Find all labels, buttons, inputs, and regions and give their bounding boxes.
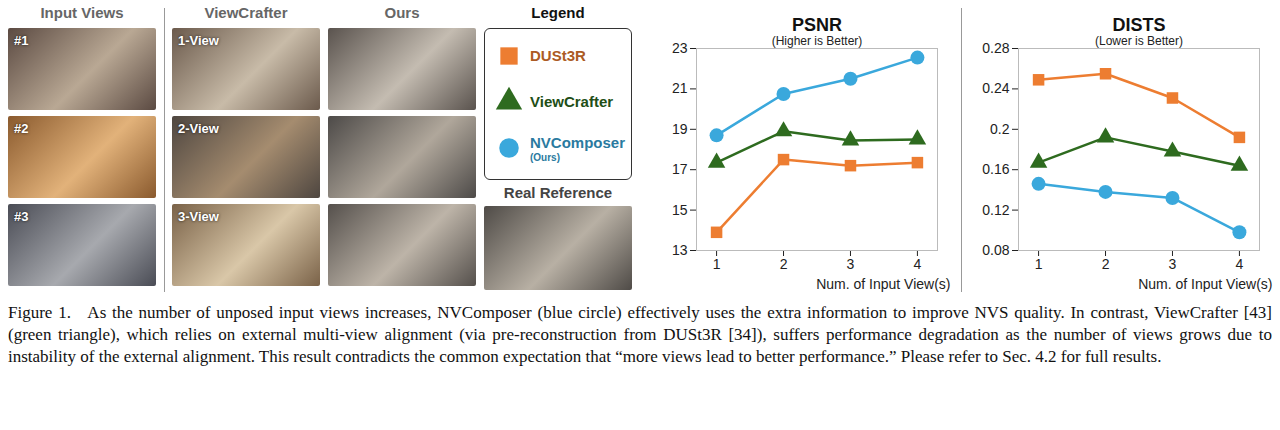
svg-text:3: 3 [1169, 256, 1177, 272]
svg-text:0.08: 0.08 [982, 242, 1009, 258]
svg-text:0.2: 0.2 [990, 121, 1010, 137]
html-text:(Ours): (Ours) [530, 152, 560, 163]
svg-text:4: 4 [1236, 256, 1244, 272]
svg-text:15: 15 [672, 202, 688, 218]
html-text:Ours: Ours [384, 4, 420, 21]
svg-text:(Lower is Better): (Lower is Better) [1095, 34, 1183, 48]
html-text:Real Reference: Real Reference [503, 184, 613, 201]
svg-text:0.28: 0.28 [982, 40, 1009, 56]
svg-text:Num. of Input View(s): Num. of Input View(s) [816, 276, 950, 292]
html-text:3-View: 3-View [178, 209, 219, 224]
svg-text:2: 2 [1102, 256, 1110, 272]
svg-text:PSNR: PSNR [792, 15, 842, 35]
html-text:#3: #3 [14, 209, 29, 224]
svg-text:1: 1 [1035, 256, 1043, 272]
html-text:#1: #1 [14, 33, 29, 48]
svg-text:DISTS: DISTS [1112, 15, 1165, 35]
svg-text:19: 19 [672, 121, 688, 137]
svg-text:0.24: 0.24 [982, 80, 1009, 96]
html-text:ViewCrafter: ViewCrafter [530, 93, 614, 110]
html-text:2-View: 2-View [178, 121, 219, 136]
html-text:Legend: Legend [531, 4, 585, 21]
svg-text:0.12: 0.12 [982, 202, 1009, 218]
svg-text:(Higher is Better): (Higher is Better) [772, 34, 863, 48]
svg-text:3: 3 [847, 256, 855, 272]
html-text:ViewCrafter: ViewCrafter [204, 4, 288, 21]
svg-text:1: 1 [713, 256, 721, 272]
svg-text:0.16: 0.16 [982, 161, 1009, 177]
svg-text:Num. of Input View(s): Num. of Input View(s) [1138, 276, 1272, 292]
svg-text:21: 21 [672, 80, 688, 96]
svg-text:23: 23 [672, 40, 688, 56]
html-text:Figure 1. As the number of unp: Figure 1. As the number of unposed input… [8, 303, 1277, 366]
html-text:#2: #2 [14, 121, 29, 136]
html-text:DUSt3R: DUSt3R [530, 47, 586, 64]
html-text:Input Views: Input Views [40, 4, 124, 21]
html-text:NVComposer: NVComposer [530, 134, 625, 151]
svg-text:17: 17 [672, 161, 688, 177]
html-text:1-View: 1-View [178, 33, 219, 48]
svg-text:4: 4 [914, 256, 922, 272]
svg-text:13: 13 [672, 242, 688, 258]
svg-text:2: 2 [780, 256, 788, 272]
